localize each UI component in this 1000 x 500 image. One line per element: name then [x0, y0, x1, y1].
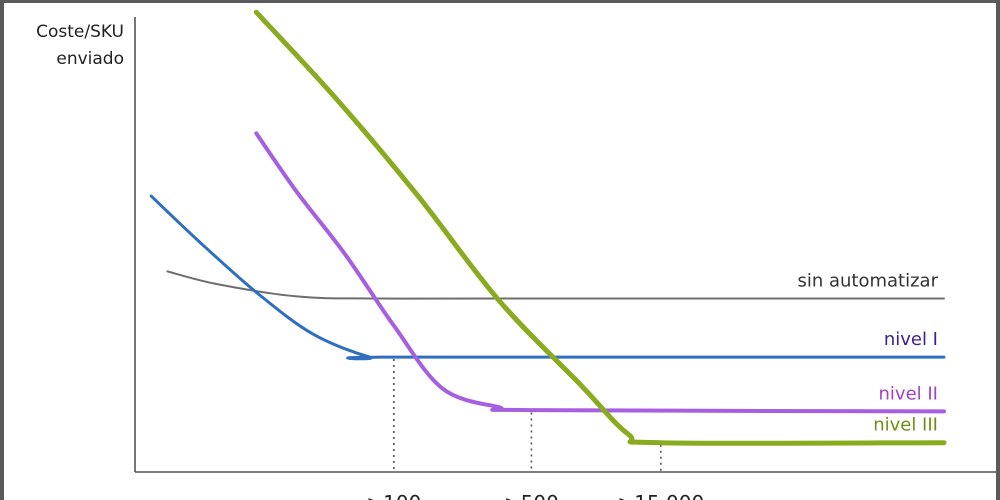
x-tick-labels: >100 >500 >15.000 — [366, 491, 704, 500]
series-lines — [149, 9, 947, 446]
series-label-nivel-iii: nivel III — [873, 415, 938, 436]
x-tick-label: >15.000 — [617, 491, 704, 500]
series-line-nivel-i — [149, 194, 946, 361]
series-labels: sin automatizar nivel I nivel II nivel III — [797, 271, 938, 436]
x-tick-label: >100 — [366, 491, 421, 500]
y-axis-label-line: enviado — [56, 49, 124, 69]
series-line-nivel-iii — [253, 9, 947, 446]
series-label-nivel-ii: nivel II — [879, 383, 938, 404]
axes — [134, 17, 996, 473]
y-axis-label: Coste/SKU enviado — [36, 22, 124, 69]
series-label-sin-automatizar: sin automatizar — [797, 271, 938, 292]
series-line-nivel-ii — [254, 131, 946, 414]
series-label-nivel-i: nivel I — [884, 329, 938, 350]
x-tick-label: >500 — [504, 491, 559, 500]
threshold-markers — [393, 359, 662, 471]
series-line-sin-automatizar — [166, 270, 945, 300]
y-axis-label-line: Coste/SKU — [36, 22, 124, 42]
